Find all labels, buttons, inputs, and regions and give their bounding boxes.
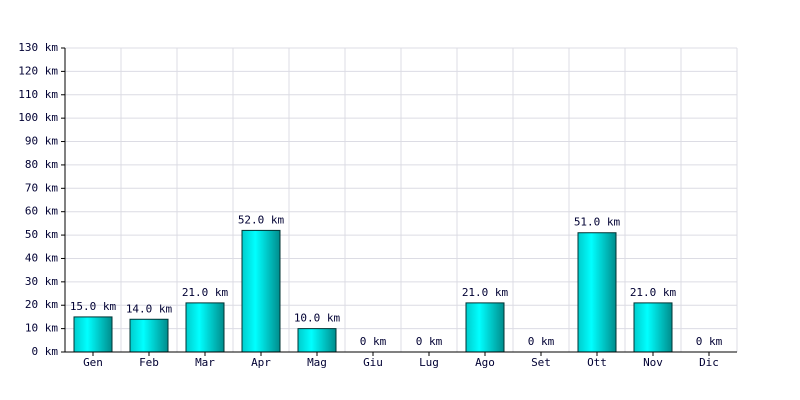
x-tick-label: Ago xyxy=(475,356,495,369)
y-tick-label: 70 km xyxy=(25,181,58,194)
x-tick-label: Set xyxy=(531,356,551,369)
x-tick-label: Lug xyxy=(419,356,439,369)
x-tick-label: Feb xyxy=(139,356,159,369)
value-label: 21.0 km xyxy=(182,286,229,299)
x-tick-label: Nov xyxy=(643,356,663,369)
bar xyxy=(241,229,281,353)
bar xyxy=(185,302,225,353)
value-label: 15.0 km xyxy=(70,300,117,313)
x-tick-label: Dic xyxy=(699,356,719,369)
value-label: 10.0 km xyxy=(294,312,341,325)
y-tick-label: 50 km xyxy=(25,228,58,241)
y-tick-label: 20 km xyxy=(25,298,58,311)
bar xyxy=(633,302,673,353)
value-label: 0 km xyxy=(416,335,443,348)
bar xyxy=(73,316,113,353)
y-tick-label: 110 km xyxy=(18,88,58,101)
x-tick-label: Gen xyxy=(83,356,103,369)
y-tick-label: 130 km xyxy=(18,41,58,54)
y-tick-label: 10 km xyxy=(25,322,58,335)
bar xyxy=(297,328,337,353)
x-tick-label: Mag xyxy=(307,356,327,369)
value-label: 0 km xyxy=(696,335,723,348)
bar xyxy=(465,302,505,353)
bar xyxy=(577,232,617,353)
y-tick-label: 100 km xyxy=(18,111,58,124)
y-tick-label: 120 km xyxy=(18,64,58,77)
x-tick-label: Mar xyxy=(195,356,215,369)
y-tick-label: 40 km xyxy=(25,251,58,264)
value-label: 14.0 km xyxy=(126,302,173,315)
value-label: 0 km xyxy=(360,335,387,348)
x-tick-label: Apr xyxy=(251,356,271,369)
value-label: 21.0 km xyxy=(630,286,677,299)
x-tick-label: Giu xyxy=(363,356,383,369)
value-label: 0 km xyxy=(528,335,555,348)
bar xyxy=(129,318,169,353)
y-tick-label: 60 km xyxy=(25,205,58,218)
y-tick-label: 0 km xyxy=(32,345,59,358)
y-tick-label: 80 km xyxy=(25,158,58,171)
y-tick-label: 90 km xyxy=(25,135,58,148)
value-label: 51.0 km xyxy=(574,216,621,229)
value-label: 52.0 km xyxy=(238,213,285,226)
y-tick-label: 30 km xyxy=(25,275,58,288)
value-label: 21.0 km xyxy=(462,286,509,299)
x-tick-label: Ott xyxy=(587,356,607,369)
